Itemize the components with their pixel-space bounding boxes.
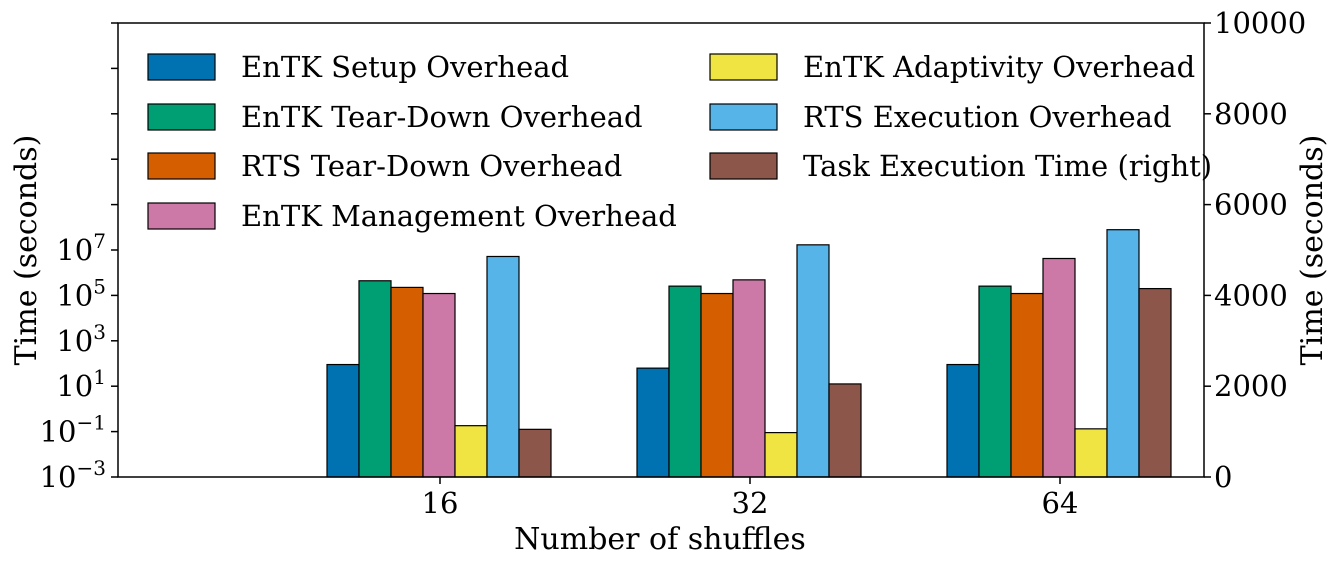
y-tick-label: 101 <box>56 365 106 403</box>
legend-label: EnTK Management Overhead <box>241 199 677 233</box>
bar <box>978 285 1012 478</box>
right-axis-title: Time (seconds) <box>1295 135 1330 366</box>
bar <box>454 425 488 478</box>
bar <box>1074 428 1108 478</box>
bar <box>390 286 424 478</box>
bar <box>796 244 830 478</box>
y2-tick-label: 2000 <box>1214 369 1288 403</box>
x-tick-label: 64 <box>1042 486 1079 520</box>
legend-swatch <box>147 53 216 81</box>
legend-label: EnTK Tear-Down Overhead <box>241 100 643 134</box>
bar <box>358 280 392 478</box>
y-tick-label: 107 <box>56 229 106 267</box>
legend-label: EnTK Setup Overhead <box>241 50 569 84</box>
x-axis-title: Number of shuffles <box>514 522 806 557</box>
legend-swatch <box>147 202 216 230</box>
legend-swatch <box>147 103 216 131</box>
bar <box>636 367 670 478</box>
y2-tick-label: 0 <box>1214 460 1232 494</box>
bar <box>1042 257 1076 478</box>
legend-label: RTS Tear-Down Overhead <box>241 149 622 183</box>
bar <box>946 363 980 478</box>
x-axis: 16 32 64 <box>422 477 1079 520</box>
bar <box>828 383 862 478</box>
bars-layer <box>326 229 1172 478</box>
y-tick-label: 105 <box>56 274 106 312</box>
legend-swatch <box>709 152 778 180</box>
legend-swatch <box>709 103 778 131</box>
bar <box>668 285 702 478</box>
bar <box>700 292 734 478</box>
bar <box>732 279 766 478</box>
legend: EnTK Setup Overhead EnTK Tear-Down Overhe… <box>147 50 1212 233</box>
y-tick-label: 10−1 <box>40 411 106 449</box>
y2-tick-label: 4000 <box>1214 278 1288 312</box>
legend-swatch <box>147 152 216 180</box>
left-axis-title: Time (seconds) <box>9 135 44 366</box>
right-axis: 0 2000 4000 6000 8000 10000 <box>1204 6 1306 494</box>
bar <box>1010 292 1044 478</box>
x-tick-label: 32 <box>732 486 769 520</box>
y2-tick-label: 8000 <box>1214 97 1288 131</box>
legend-label: Task Execution Time (right) <box>803 149 1212 183</box>
x-tick-label: 16 <box>422 486 459 520</box>
bar <box>518 428 552 478</box>
bar <box>486 255 520 478</box>
legend-swatch <box>709 53 778 81</box>
bar <box>326 363 360 478</box>
bar <box>1106 229 1140 478</box>
bar <box>764 432 798 478</box>
y2-tick-label: 6000 <box>1214 188 1288 222</box>
y2-tick-label: 10000 <box>1214 6 1306 40</box>
legend-label: EnTK Adaptivity Overhead <box>803 50 1195 84</box>
left-axis: 10−3 10−1 101 103 105 107 <box>40 22 118 494</box>
bar <box>1138 287 1172 478</box>
legend-label: RTS Execution Overhead <box>803 100 1172 134</box>
bar <box>422 292 456 478</box>
y-tick-label: 10−3 <box>40 456 106 494</box>
y-tick-label: 103 <box>56 320 106 358</box>
